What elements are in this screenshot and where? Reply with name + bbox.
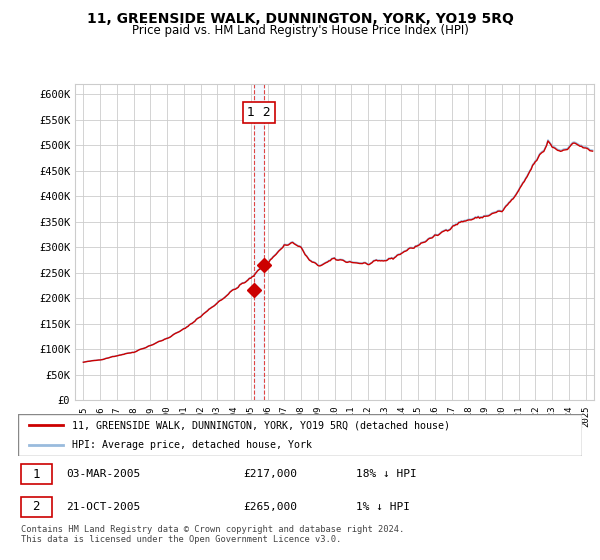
- Bar: [254, 84, 264, 400]
- Text: 1% ↓ HPI: 1% ↓ HPI: [356, 502, 410, 512]
- Text: Price paid vs. HM Land Registry's House Price Index (HPI): Price paid vs. HM Land Registry's House …: [131, 24, 469, 37]
- Text: £217,000: £217,000: [244, 469, 298, 479]
- Text: 2: 2: [32, 501, 40, 514]
- Text: 21-OCT-2005: 21-OCT-2005: [66, 502, 140, 512]
- Text: 11, GREENSIDE WALK, DUNNINGTON, YORK, YO19 5RQ (detached house): 11, GREENSIDE WALK, DUNNINGTON, YORK, YO…: [71, 421, 449, 430]
- Text: 03-MAR-2005: 03-MAR-2005: [66, 469, 140, 479]
- Bar: [21, 497, 52, 517]
- Text: 18% ↓ HPI: 18% ↓ HPI: [356, 469, 417, 479]
- Text: 1: 1: [32, 468, 40, 480]
- Text: Contains HM Land Registry data © Crown copyright and database right 2024.
This d: Contains HM Land Registry data © Crown c…: [21, 525, 404, 544]
- Bar: [21, 464, 52, 484]
- Text: £265,000: £265,000: [244, 502, 298, 512]
- Text: 11, GREENSIDE WALK, DUNNINGTON, YORK, YO19 5RQ: 11, GREENSIDE WALK, DUNNINGTON, YORK, YO…: [86, 12, 514, 26]
- Text: HPI: Average price, detached house, York: HPI: Average price, detached house, York: [71, 440, 311, 450]
- Text: 1  2: 1 2: [247, 106, 271, 119]
